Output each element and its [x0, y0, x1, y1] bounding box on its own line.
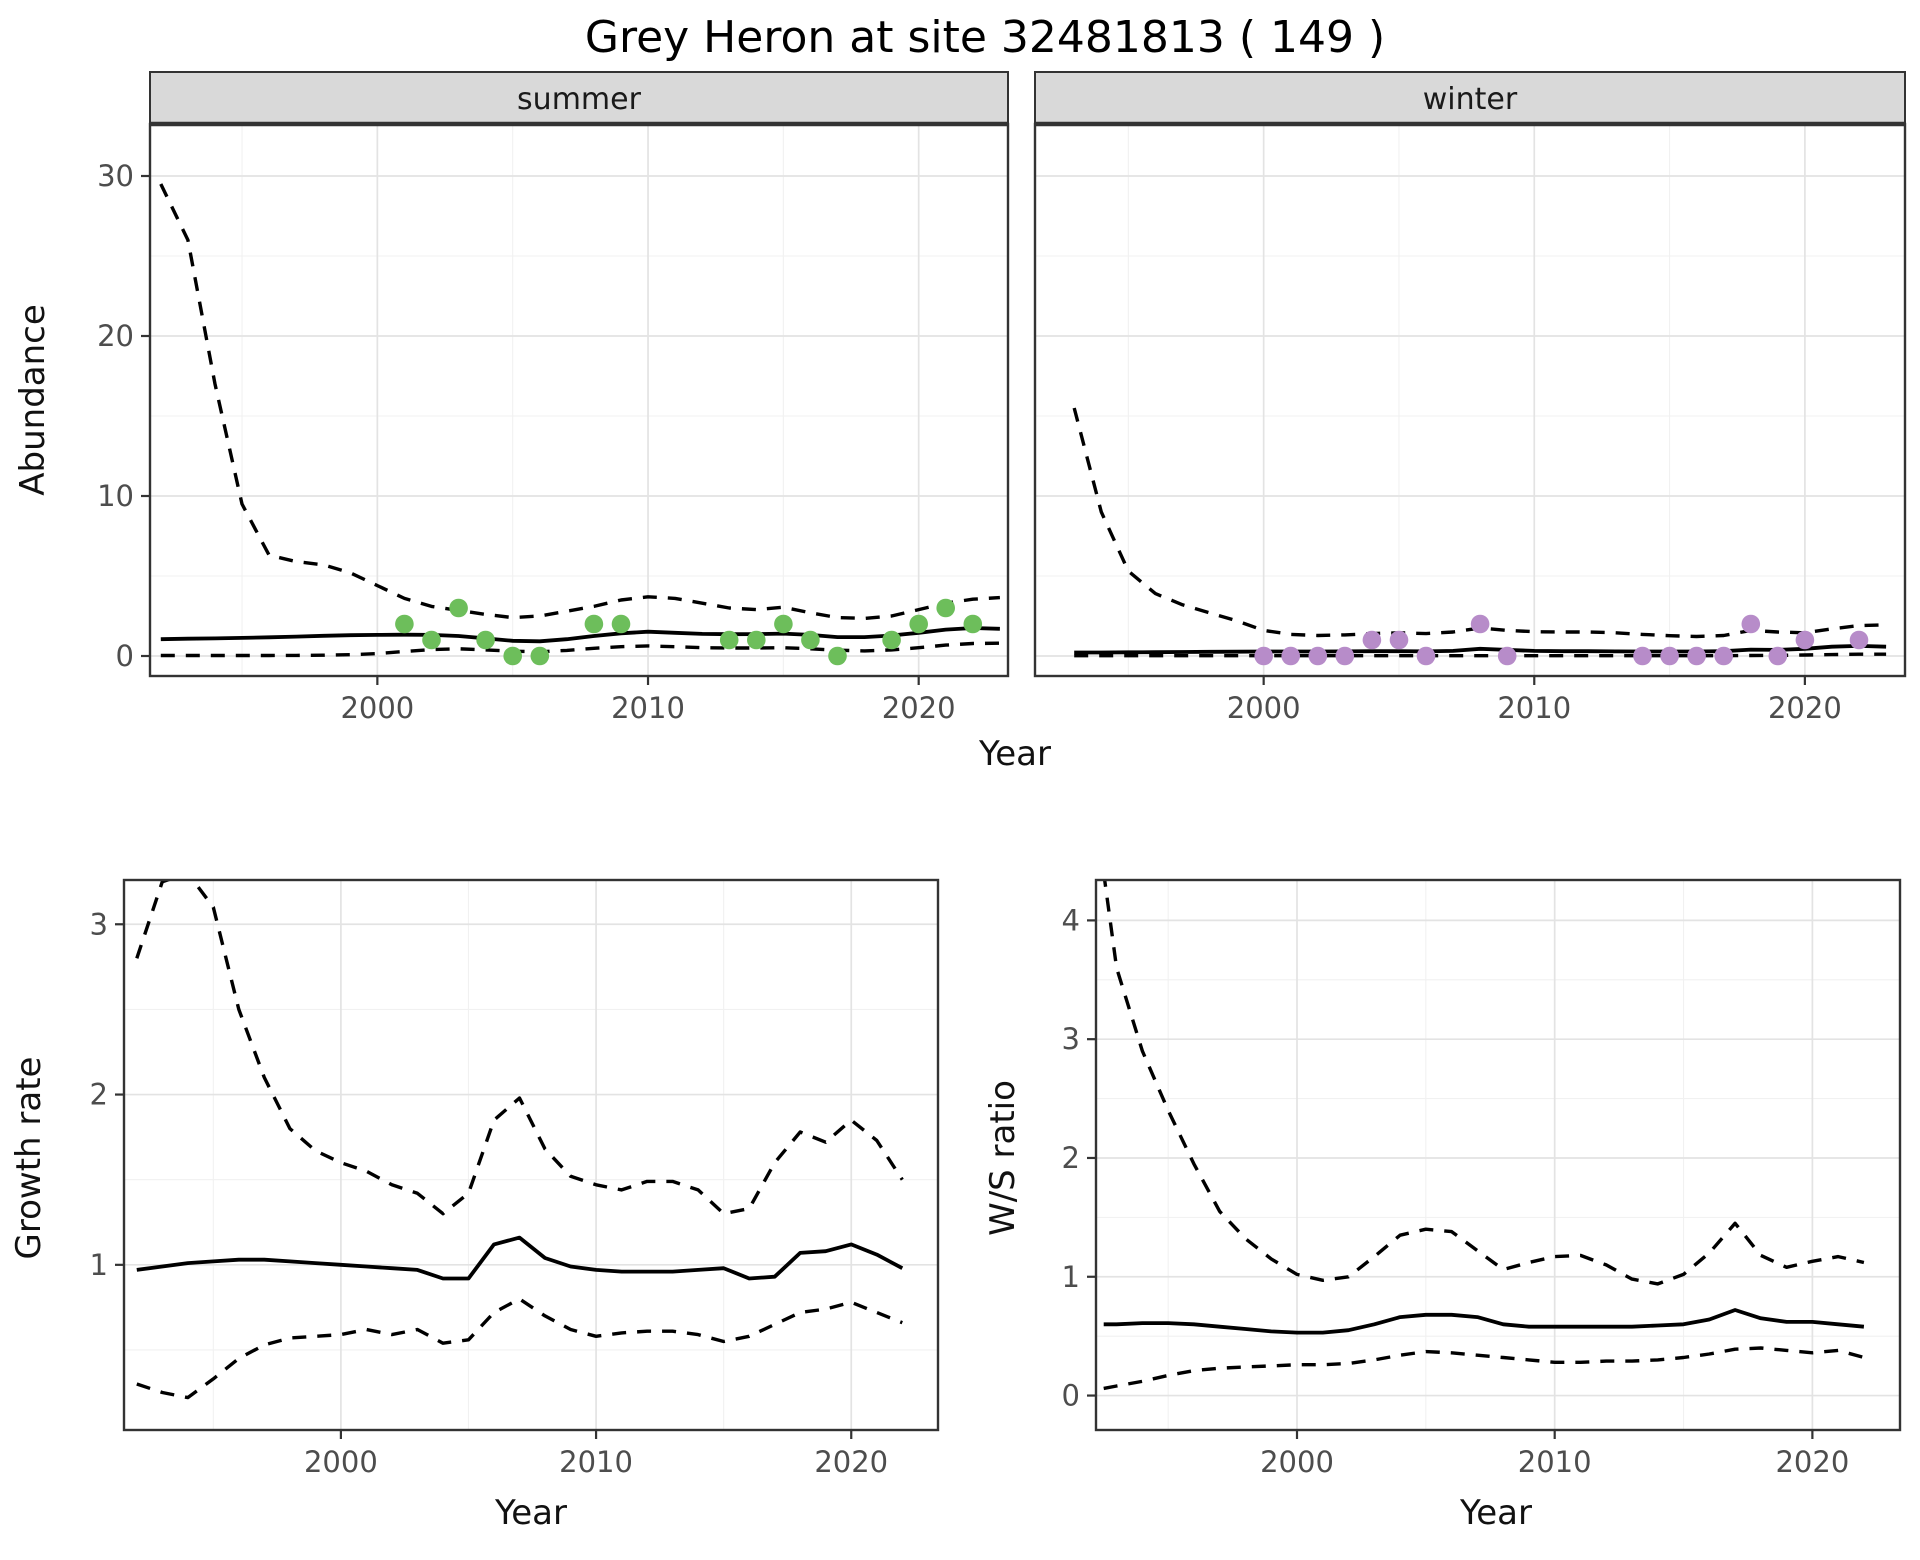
x-tick-label: 2000 [304, 1445, 378, 1479]
x-axis-title-year-top: Year [978, 734, 1051, 774]
x-axis-title-year-bottom-right: Year [1459, 1493, 1532, 1533]
series-group [1072, 407, 1887, 666]
data-point [395, 614, 414, 634]
lower-ci-line [1103, 1346, 1865, 1391]
data-point [1741, 614, 1761, 634]
y-tick-label: 3 [1062, 1022, 1080, 1056]
data-point [1687, 646, 1706, 666]
data-point [530, 646, 550, 666]
data-point [476, 630, 495, 650]
data-point [1795, 630, 1815, 650]
data-point [936, 598, 955, 618]
data-point [611, 614, 631, 634]
y-tick-label: 10 [97, 479, 134, 513]
data-point [1714, 646, 1733, 666]
median-line [1103, 1308, 1865, 1335]
x-tick-label: 2010 [559, 1445, 633, 1479]
upper-ci-line [1102, 880, 1865, 1286]
data-point [1497, 646, 1517, 666]
x-tick-label: 2020 [1768, 691, 1842, 725]
panel-border [122, 878, 940, 1432]
y-axis-title-growth-rate: Growth rate [9, 1057, 49, 1260]
upper-ci-line [135, 880, 904, 1216]
lower-ci-line [1074, 652, 1887, 658]
panel-background [124, 880, 938, 1430]
x-tick-label: 2000 [1260, 1445, 1334, 1479]
facet-strip-summer [149, 71, 1009, 125]
median-line [1074, 644, 1887, 655]
data-point [503, 646, 522, 666]
data-point [774, 614, 793, 634]
y-tick-label: 3 [90, 907, 108, 941]
panel-abundance-summer: 2000 2010 2020 0 10 20 30 summer [97, 71, 1010, 725]
y-tick-label: 0 [116, 639, 134, 673]
facet-label-summer: summer [517, 82, 642, 117]
series-group [1102, 880, 1865, 1391]
data-point [1308, 646, 1328, 666]
data-point [449, 598, 468, 618]
y-axis-title-abundance: Abundance [13, 304, 53, 496]
data-point [1849, 630, 1869, 650]
x-tick-label: 2010 [611, 691, 685, 725]
x-tick-label: 2020 [1775, 1445, 1849, 1479]
facet-label-winter: winter [1423, 82, 1518, 117]
data-point [719, 630, 739, 650]
x-tick-label: 2000 [1227, 691, 1301, 725]
data-point [1470, 614, 1490, 634]
x-tick-label: 2010 [1518, 1445, 1592, 1479]
y-tick-label: 20 [97, 319, 134, 353]
y-tick-label: 2 [90, 1078, 108, 1112]
median-line [136, 1235, 904, 1281]
y-tick-label: 4 [1062, 903, 1080, 937]
data-point [1633, 646, 1652, 666]
series-group [135, 880, 904, 1400]
data-point [1254, 646, 1273, 666]
data-point [584, 614, 604, 634]
data-point [1416, 646, 1436, 666]
panel-border [1094, 878, 1902, 1432]
data-point [1335, 646, 1355, 666]
data-point [1389, 630, 1409, 650]
data-point [747, 630, 766, 650]
panel-background [1035, 124, 1905, 676]
y-tick-label: 1 [90, 1248, 108, 1282]
x-tick-label: 2010 [1497, 691, 1571, 725]
panel-background [1096, 880, 1900, 1430]
data-point [422, 630, 441, 650]
x-tick-label: 2020 [814, 1445, 888, 1479]
panel-abundance-winter: 2000 2010 2020 winter [1033, 71, 1907, 725]
data-point [1281, 646, 1300, 666]
x-tick-label: 2000 [340, 691, 414, 725]
upper-ci-line [159, 183, 1001, 621]
series-group [159, 183, 1001, 666]
y-tick-label: 2 [1062, 1141, 1080, 1175]
y-axis-title-ws-ratio: W/S ratio [983, 1080, 1023, 1236]
data-point [882, 630, 901, 650]
y-tick-label: 0 [1062, 1379, 1080, 1413]
panel-ws-ratio: 2000 2010 2020 0 1 2 3 4 [1062, 878, 1902, 1479]
data-point [909, 614, 928, 634]
data-point [828, 646, 847, 666]
data-point [1362, 630, 1382, 650]
y-tick-label: 30 [97, 159, 134, 193]
data-point [963, 614, 983, 634]
median-line [160, 626, 1000, 644]
figure-title: Grey Heron at site 32481813 ( 149 ) [585, 12, 1385, 63]
y-tick-label: 1 [1062, 1260, 1080, 1294]
data-point [801, 630, 820, 650]
data-point [1768, 646, 1788, 666]
panel-background [150, 124, 1008, 676]
panel-growth-rate: 2000 2010 2020 1 2 3 [90, 878, 940, 1479]
x-axis-title-year-bottom-left: Year [494, 1493, 567, 1533]
data-point [1660, 646, 1679, 666]
x-tick-label: 2020 [882, 691, 956, 725]
